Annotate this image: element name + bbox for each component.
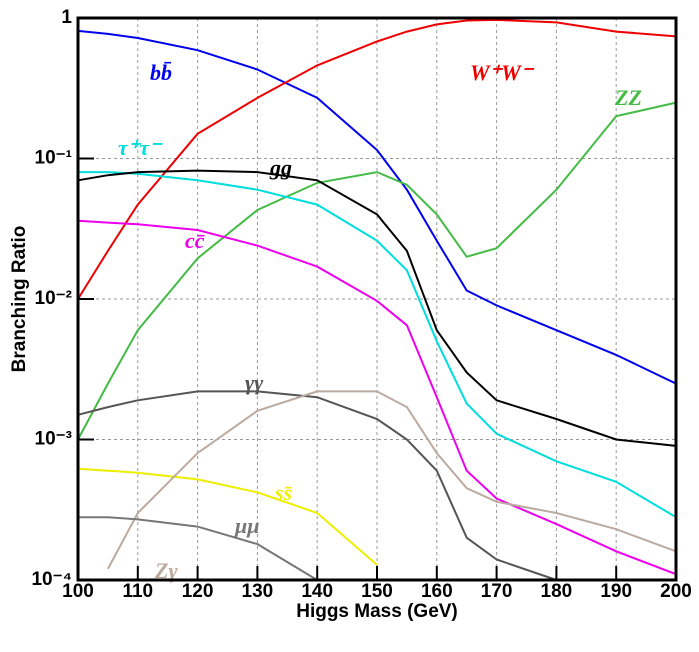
- y-tick-label: 10⁻⁴: [31, 569, 72, 590]
- series-line: [77, 18, 677, 300]
- series-label: ZZ: [614, 85, 642, 110]
- x-tick-label: 190: [600, 581, 632, 602]
- x-tick-label: 100: [62, 581, 94, 602]
- plot-frame: [76, 16, 678, 582]
- x-tick-label: 200: [660, 581, 692, 602]
- x-tick-label: 130: [242, 581, 274, 602]
- series-label: μμ: [234, 513, 259, 538]
- series-line: [77, 467, 378, 566]
- x-tick-label: 160: [421, 581, 453, 602]
- series-line: [77, 29, 677, 385]
- series-label: γγ: [245, 370, 264, 395]
- y-axis-title: Branching Ratio: [9, 226, 30, 373]
- series-label: bb̄: [150, 60, 172, 85]
- x-tick-label: 120: [182, 581, 214, 602]
- x-tick-label: 170: [481, 581, 513, 602]
- series-label: ss̄: [274, 480, 293, 505]
- series-line: [78, 171, 677, 519]
- x-tick-label: 110: [122, 581, 153, 602]
- x-tick-label: 150: [361, 581, 393, 602]
- y-tick-label: 10⁻¹: [35, 148, 73, 169]
- series-line: [77, 219, 677, 576]
- y-tick-label: 10⁻²: [35, 288, 73, 309]
- series-label: gg: [269, 155, 292, 180]
- series-line: [107, 390, 677, 570]
- y-tick-label: 10⁻³: [35, 429, 73, 450]
- series-line: [77, 101, 677, 440]
- x-tick-label: 140: [301, 581, 333, 602]
- y-tick-label: 1: [61, 7, 72, 28]
- series-label: cc̄: [185, 228, 205, 253]
- series-label: W⁺W⁻: [470, 60, 535, 85]
- series-label: τ⁺τ⁻: [118, 135, 163, 160]
- x-axis-title: Higgs Mass (GeV): [296, 601, 458, 622]
- series-line: [78, 516, 318, 581]
- series-line: [77, 169, 677, 447]
- series-line: [77, 390, 557, 581]
- x-tick-label: 180: [541, 581, 573, 602]
